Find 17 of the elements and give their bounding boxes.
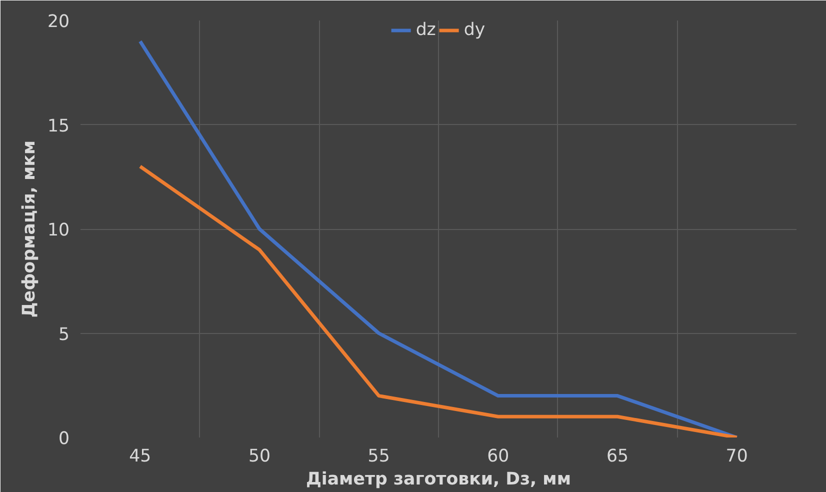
x-tick-label: 65 [606, 446, 629, 466]
legend-label: dz [416, 20, 436, 40]
y-tick-label: 15 [47, 116, 70, 136]
x-tick-label: 45 [129, 446, 152, 466]
y-tick-label: 20 [47, 12, 70, 32]
line-series [138, 164, 739, 438]
x-tick-label: 60 [487, 446, 510, 466]
x-tick-label: 55 [368, 446, 390, 466]
x-axis-title: Діаметр заготовки, Dз, мм [306, 470, 572, 490]
y-axis-title: Деформація, мкм [19, 140, 40, 318]
y-tick-label: 0 [58, 429, 70, 449]
x-tick-label: 70 [726, 446, 748, 466]
legend-label: dy [464, 20, 486, 40]
y-tick-label: 5 [58, 324, 70, 345]
line-series [138, 40, 739, 438]
x-tick-label: 50 [248, 446, 271, 466]
y-tick-label: 10 [47, 220, 70, 240]
